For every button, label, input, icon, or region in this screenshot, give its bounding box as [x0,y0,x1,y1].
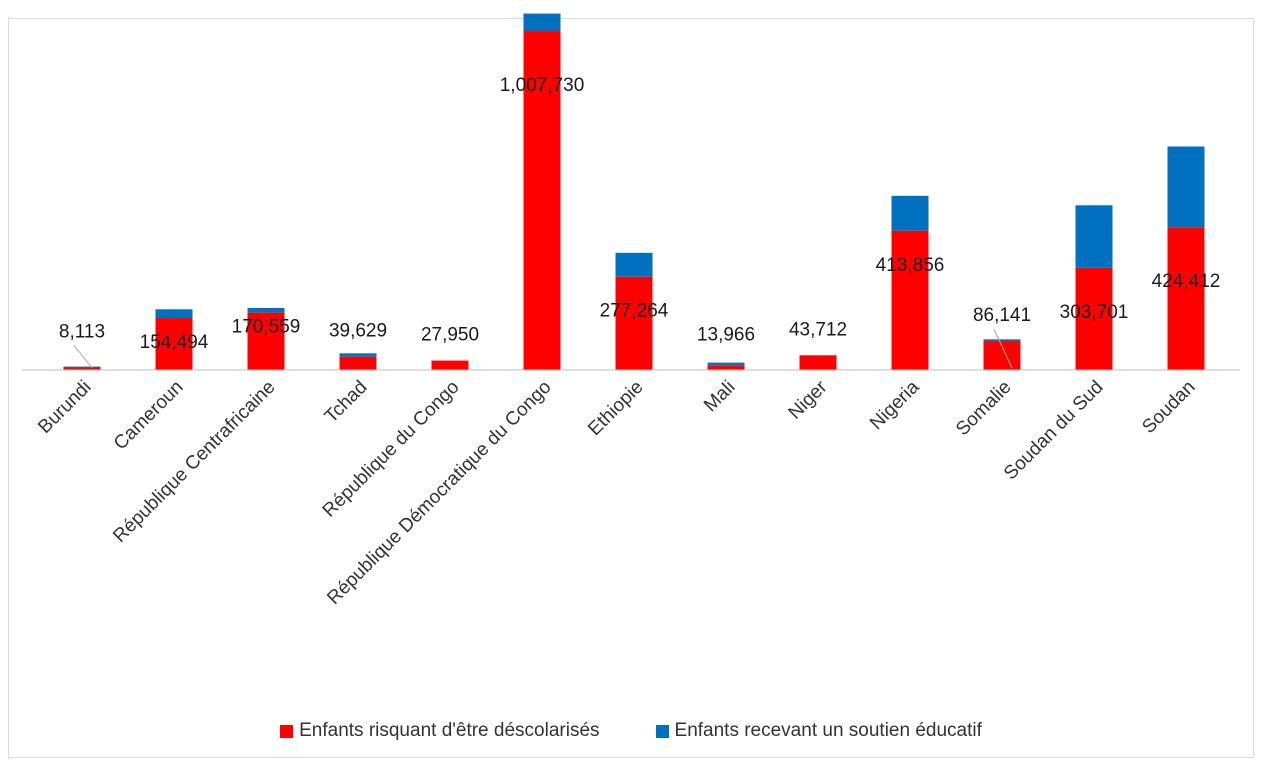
legend-item-support[interactable]: Enfants recevant un soutien éducatif [655,720,982,742]
x-tick-label-6: Ethiopie [584,377,647,440]
bar-support-5[interactable] [523,13,561,32]
bar-support-6[interactable] [615,252,653,277]
bar-risk-8[interactable] [799,355,837,370]
data-labels-layer: 8,113 154,494 170,559 39,629 27,950 1,007,730… [59,75,1220,353]
data-label-3: 39,629 [329,321,387,342]
bar-risk-12[interactable] [1167,227,1205,370]
legend-label-risk: Enfants risquant d'être déscolarisés [299,720,600,741]
stacked-bar-chart: 8,113 154,494 170,559 39,629 27,950 1,007,730… [22,13,1240,609]
data-label-12: 424,412 [1152,271,1221,292]
bar-support-0[interactable] [63,366,101,368]
bar-risk-0[interactable] [63,367,101,370]
data-label-11: 303,701 [1060,302,1129,323]
data-label-4: 27,950 [421,325,479,346]
legend-swatch-blue [655,724,669,738]
leader-lines-layer [73,328,1013,369]
bar-support-10[interactable] [983,339,1021,342]
bar-risk-11[interactable] [1075,267,1113,370]
bar-risk-4[interactable] [431,360,469,370]
bar-risk-5[interactable] [523,31,561,370]
bar-risk-9[interactable] [891,230,929,370]
data-label-9: 413,856 [876,255,945,276]
legend-item-risk[interactable]: Enfants risquant d'être déscolarisés [280,720,600,742]
x-tick-label-1: Cameroun [110,377,188,455]
bar-risk-1[interactable] [155,318,193,370]
legend-swatch-red [280,724,294,738]
bars-layer [63,13,1205,370]
bar-support-7[interactable] [707,362,745,366]
bar-support-12[interactable] [1167,146,1205,228]
bar-risk-7[interactable] [707,365,745,370]
data-label-8: 43,712 [789,319,847,340]
legend-label-support: Enfants recevant un soutien éducatif [674,720,982,741]
data-label-5: 1,007,730 [500,75,585,96]
x-tick-label-7: Mali [700,377,739,416]
chart-frame [8,18,1254,758]
x-tick-label-0: Burundi [34,377,95,438]
bar-support-2[interactable] [247,307,285,313]
data-label-7: 13,966 [697,324,755,345]
x-tick-label-11: Soudan du Sud [1000,377,1107,484]
bar-support-11[interactable] [1075,205,1113,268]
legend: Enfants risquant d'être déscolarisés Enf… [0,720,1262,742]
bar-support-1[interactable] [155,309,193,319]
data-label-2: 170,559 [232,317,301,338]
x-tick-label-3: Tchad [321,377,372,428]
data-label-1: 154,494 [140,332,209,353]
bar-risk-3[interactable] [339,356,377,370]
x-tick-label-12: Soudan [1138,377,1199,438]
x-tick-label-8: Niger [785,376,832,423]
x-tick-label-9: Nigeria [866,376,924,434]
data-label-6: 277,264 [600,301,669,322]
bar-support-9[interactable] [891,195,929,231]
data-label-10: 86,141 [973,305,1031,326]
leader-line-0 [73,344,93,369]
leader-line-10 [993,328,1013,369]
bar-risk-2[interactable] [247,312,285,370]
bar-support-3[interactable] [339,353,377,357]
data-label-0: 8,113 [59,321,105,342]
x-tick-label-2: République Centrafricaine [109,377,279,547]
x-tick-label-10: Somalie [952,377,1015,440]
bar-risk-6[interactable] [615,276,653,370]
